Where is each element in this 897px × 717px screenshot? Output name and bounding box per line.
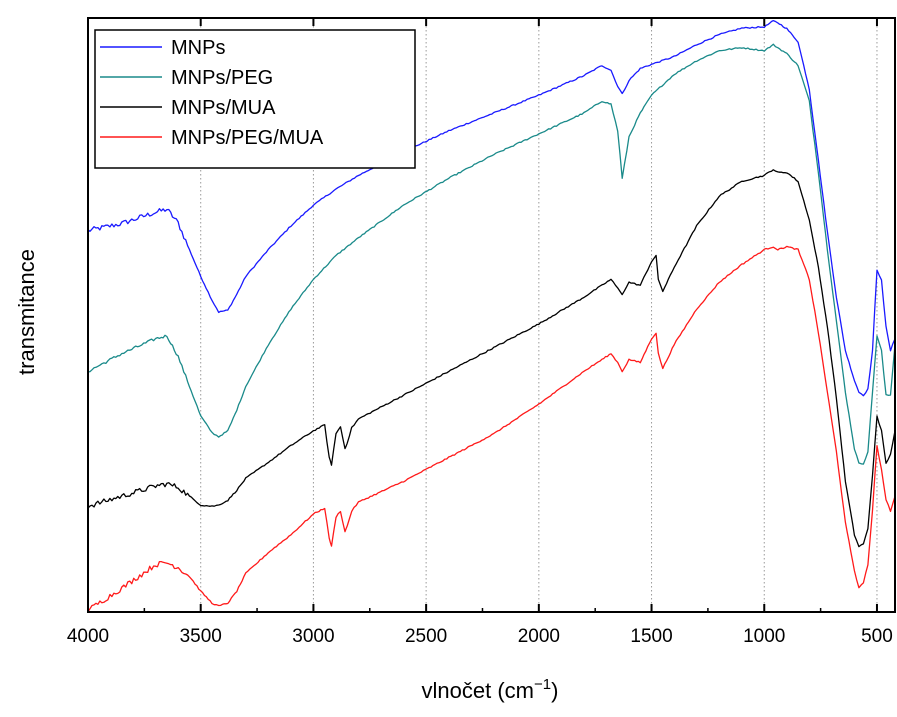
legend-label-0: MNPs <box>171 37 225 59</box>
series-lines <box>87 19 896 613</box>
grid-lines <box>200 18 878 612</box>
series-line-mnps-mua <box>87 169 896 548</box>
legend-label-3: MNPs/PEG/MUA <box>171 127 324 149</box>
x-tick-label-500: 500 <box>861 626 893 647</box>
legend-box <box>94 29 416 169</box>
legend-label-1: MNPs/PEG <box>171 67 273 89</box>
x-tick-label-3500: 3500 <box>180 626 222 647</box>
x-axis-title-main: vlnočet (cm <box>422 678 534 703</box>
x-tick-label-2000: 2000 <box>518 626 560 647</box>
series-line-mnps <box>87 19 896 397</box>
x-axis-title-end: ) <box>551 678 558 703</box>
series-line-mnps-peg-mua <box>87 245 896 613</box>
y-axis-title: transmitance <box>14 249 39 375</box>
x-tick-label-1000: 1000 <box>743 626 785 647</box>
x-axis-ticks: 4000 3500 3000 2500 2000 1500 1000 500 <box>67 18 893 647</box>
x-tick-label-1500: 1500 <box>630 626 672 647</box>
series-line-mnps-peg <box>87 43 896 465</box>
x-tick-label-2500: 2500 <box>405 626 447 647</box>
x-tick-label-4000: 4000 <box>67 626 109 647</box>
x-axis-title-exponent: −1 <box>534 676 551 693</box>
x-axis-title: vlnočet (cm−1) <box>422 676 559 703</box>
plot-frame <box>87 17 896 613</box>
x-tick-label-3000: 3000 <box>292 626 334 647</box>
legend-label-2: MNPs/MUA <box>171 97 276 119</box>
legend: MNPs MNPs/PEG MNPs/MUA MNPs/PEG/MUA <box>94 29 416 169</box>
